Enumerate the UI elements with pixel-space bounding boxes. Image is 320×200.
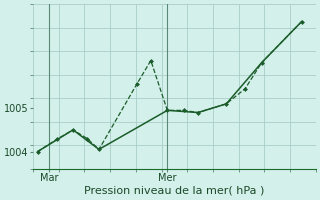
X-axis label: Pression niveau de la mer( hPa ): Pression niveau de la mer( hPa ) [84,186,265,196]
